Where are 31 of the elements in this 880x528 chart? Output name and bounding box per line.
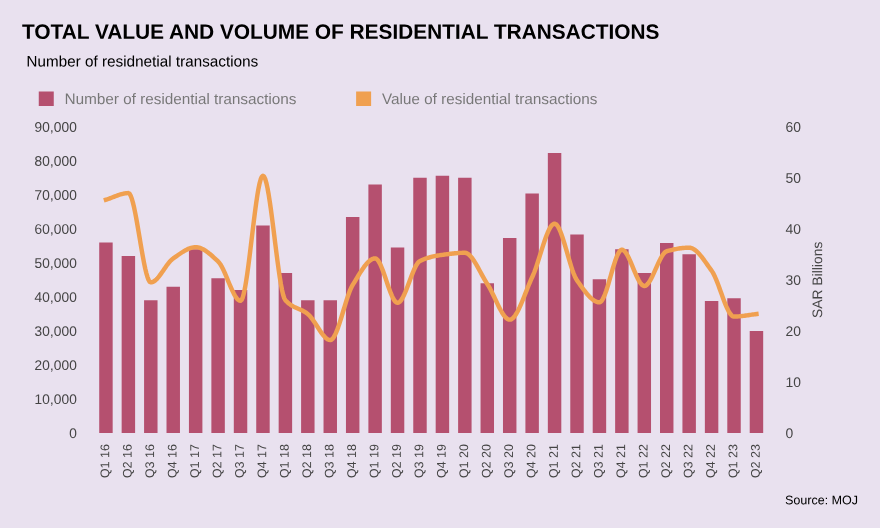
bar [458, 177, 472, 433]
bar [704, 300, 719, 433]
bar [682, 254, 696, 433]
bar [592, 279, 607, 433]
bar [570, 234, 584, 433]
bar [121, 256, 136, 433]
bar [615, 249, 629, 433]
bar [368, 184, 382, 433]
bar [188, 249, 203, 433]
bar [480, 283, 495, 433]
bar [323, 300, 337, 433]
bar [301, 300, 315, 433]
bar [211, 278, 225, 433]
bar [525, 193, 539, 433]
bar [502, 237, 517, 433]
bar [345, 216, 360, 433]
bar [435, 175, 450, 433]
bar [547, 152, 562, 433]
bar [390, 247, 405, 433]
bar [727, 298, 741, 433]
bar [749, 330, 764, 433]
bar [256, 225, 270, 433]
chart-title: TOTAL VALUE AND VOLUME OF RESIDENTIAL TRANSACTIONS [22, 24, 659, 40]
bar [660, 243, 674, 433]
bar [413, 177, 427, 433]
bar [278, 273, 293, 433]
bar [637, 273, 652, 433]
bar [233, 290, 248, 433]
bar [166, 286, 180, 433]
bar [99, 242, 113, 433]
bar [144, 300, 158, 433]
